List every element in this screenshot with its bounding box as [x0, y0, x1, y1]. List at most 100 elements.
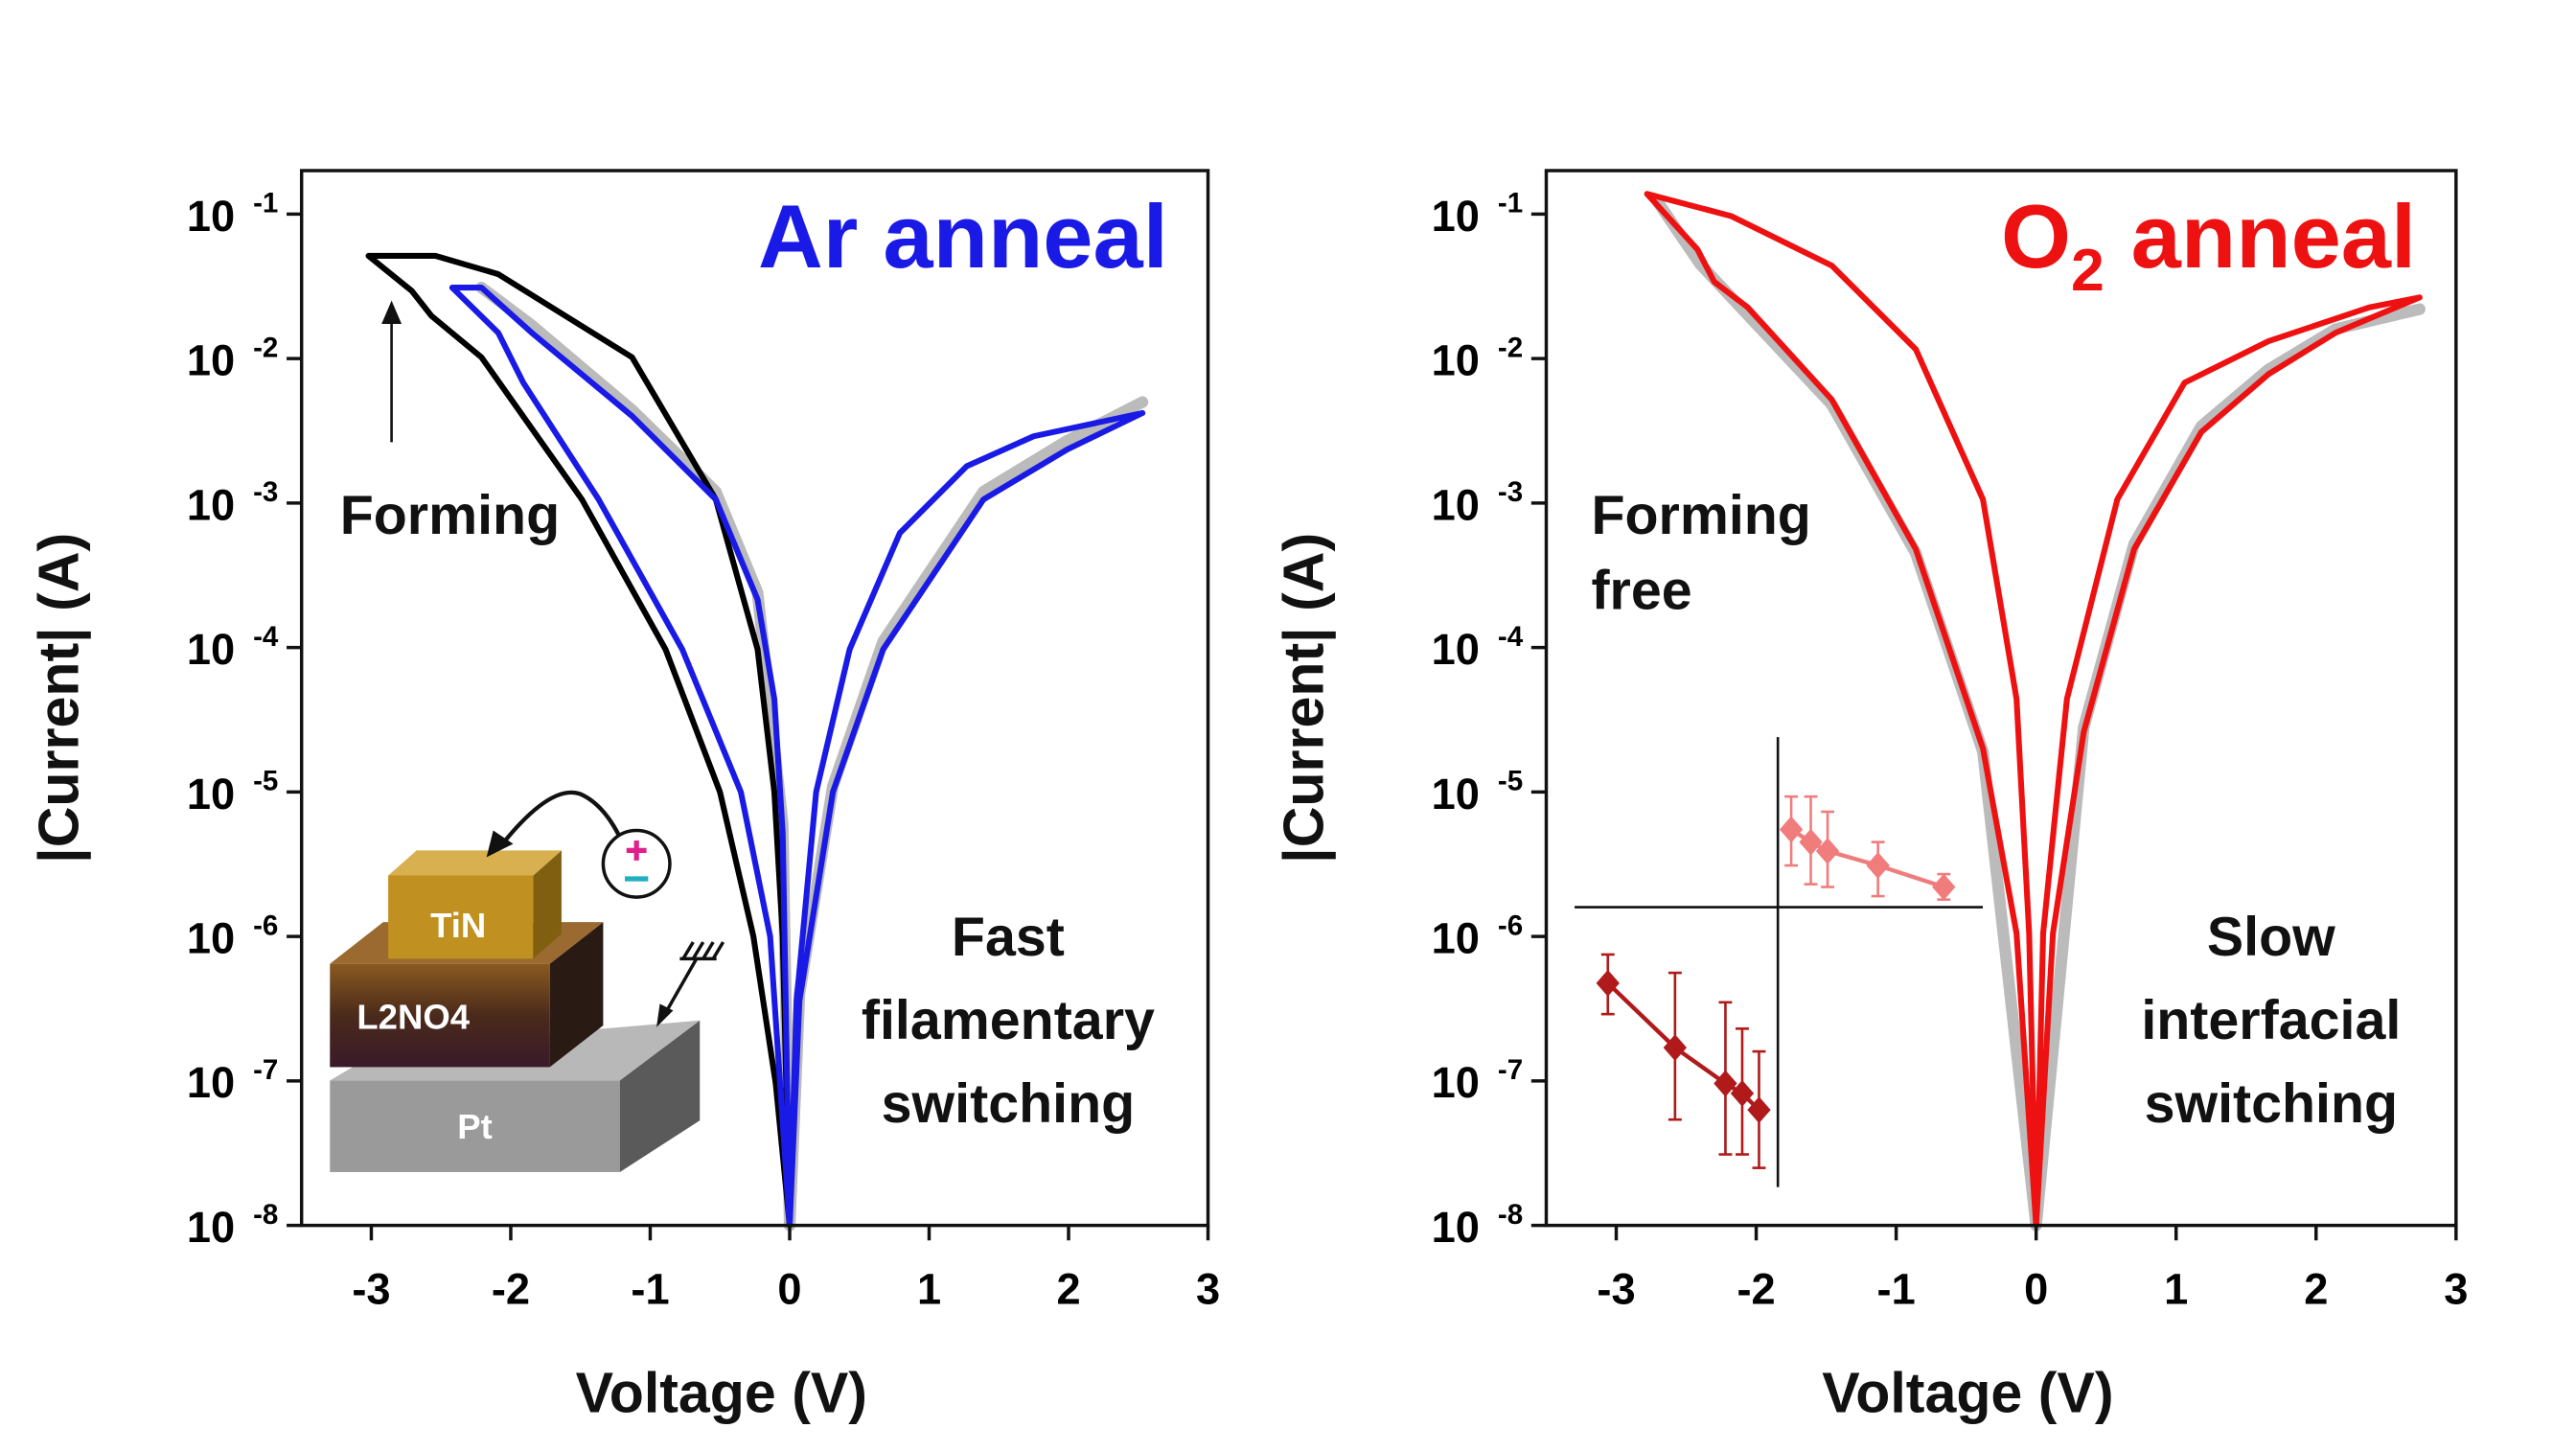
x-tick-label: 1 [917, 1264, 941, 1313]
annotation: Forming [1591, 485, 1810, 546]
y-tick-base: 10 [187, 480, 235, 529]
plot-frame [1544, 169, 2458, 1228]
y-tick-exponent: -1 [1498, 188, 1523, 219]
pt-front [330, 1080, 620, 1172]
inset-label: Pt [457, 1107, 492, 1146]
y-tick-label: 10 [187, 336, 235, 385]
tin-top [388, 850, 562, 876]
y-tick-exponent: -3 [253, 476, 278, 508]
y-tick-base: 10 [187, 192, 235, 241]
y-tick-exponent: -4 [1498, 621, 1524, 653]
x-tick-label: 2 [2304, 1264, 2328, 1313]
series-line [365, 252, 794, 1229]
y-tick-exponent: -7 [253, 1054, 278, 1086]
y-tick-exponent: -3 [1498, 476, 1523, 508]
marker [1663, 1034, 1688, 1062]
device-sketch: TiN L2NO4 Pt [330, 790, 725, 1172]
y-tick-label: 10 [187, 625, 235, 674]
y-tick-base: 10 [187, 1058, 235, 1107]
y-tick-label: 10 [1432, 1058, 1480, 1107]
annotation: switching [2145, 1073, 2399, 1135]
marker [1866, 852, 1890, 879]
y-tick-base: 10 [1432, 1058, 1480, 1107]
annotation: filamentary [862, 990, 1155, 1051]
marker [1747, 1096, 1771, 1124]
y-axis-label: |Current| (A) [1272, 533, 1337, 864]
series-line [1644, 191, 2423, 1229]
marker [1932, 873, 1956, 901]
y-tick-label: 10 [187, 192, 235, 241]
x-tick-label: -1 [1877, 1264, 1916, 1313]
y-tick-label: 10 [187, 914, 235, 963]
y-tick-exponent: -6 [253, 910, 278, 941]
y-tick-base: 10 [187, 914, 235, 963]
annotation: interfacial [2141, 990, 2401, 1051]
x-tick-label: 2 [1056, 1264, 1080, 1313]
y-tick-base: 10 [1432, 625, 1480, 674]
y-axis-label: |Current| (A) [27, 533, 92, 864]
x-tick-label: -1 [631, 1264, 669, 1313]
pt-side [619, 1020, 701, 1172]
x-tick-label: -3 [1597, 1264, 1635, 1313]
y-tick-exponent: -2 [253, 332, 278, 363]
x-tick-label: -2 [1736, 1264, 1775, 1313]
y-tick-base: 10 [187, 1203, 235, 1252]
plot: -3 -2 -1 0 1 2 3 10 -8 10 -7 10 -6 10 -5 10 -4 10 -3 10 -2 10… [1272, 169, 2468, 1424]
x-axis-label: Voltage (V) [1822, 1360, 2113, 1424]
y-tick-base: 10 [1432, 336, 1480, 385]
y-tick-exponent: -5 [1498, 766, 1523, 797]
y-tick-exponent: -6 [1498, 910, 1523, 941]
y-tick-base: 10 [187, 770, 235, 818]
y-tick-exponent: -4 [253, 621, 279, 653]
chart-title: Ar anneal [758, 186, 1168, 287]
plus [626, 840, 647, 861]
x-tick-label: 3 [1196, 1264, 1220, 1313]
y-tick-label: 10 [1432, 1203, 1480, 1252]
ground-arrow [656, 1003, 674, 1027]
forming-arrowhead [381, 300, 402, 324]
y-tick-label: 10 [1432, 625, 1480, 674]
l2no4-side [549, 922, 604, 1068]
tin-front [388, 875, 534, 959]
annotation: Forming [340, 485, 560, 546]
y-tick-base: 10 [187, 336, 235, 385]
plot-frame [299, 169, 1210, 1228]
title-subscript: 2 [2071, 237, 2104, 304]
y-tick-label: 10 [1432, 914, 1480, 963]
marker [1596, 969, 1620, 997]
series-line [448, 285, 1146, 1229]
x-tick-label: 3 [2444, 1264, 2468, 1313]
x-axis-label: Voltage (V) [576, 1360, 867, 1424]
y-tick-base: 10 [1432, 1203, 1480, 1252]
inset-label: TiN [430, 906, 486, 945]
annotation: switching [882, 1073, 1136, 1135]
x-tick-label: 1 [2164, 1264, 2188, 1313]
y-tick-label: 10 [1432, 336, 1480, 385]
y-tick-exponent: -2 [1498, 332, 1523, 363]
title-rest: anneal [2131, 186, 2416, 287]
annotation: Fast [952, 907, 1065, 968]
marker [1730, 1079, 1755, 1107]
x-tick-label: 0 [2024, 1264, 2048, 1313]
title-text: Ar anneal [758, 186, 1168, 287]
ground [661, 941, 725, 1019]
annotation: free [1591, 560, 1691, 621]
y-tick-exponent: -7 [1498, 1054, 1523, 1086]
source [601, 828, 672, 899]
y-tick-label: 10 [1432, 480, 1480, 529]
y-tick-base: 10 [1432, 192, 1480, 241]
x-tick-label: -3 [352, 1264, 390, 1313]
x-tick-label: -2 [492, 1264, 530, 1313]
inset-label: L2NO4 [356, 997, 470, 1036]
y-tick-base: 10 [187, 625, 235, 674]
y-tick-label: 10 [187, 770, 235, 818]
y-tick-label: 10 [187, 1203, 235, 1252]
marker [1779, 816, 1804, 843]
marker [1799, 828, 1823, 856]
y-tick-base: 10 [1432, 914, 1480, 963]
tin-side [533, 850, 562, 959]
wire-arrow [486, 830, 514, 858]
plot: -3 -2 -1 0 1 2 3 10 -8 10 -7 10 -6 10 -5 10 -4 10 -3 10 -2 10… [27, 169, 1220, 1424]
